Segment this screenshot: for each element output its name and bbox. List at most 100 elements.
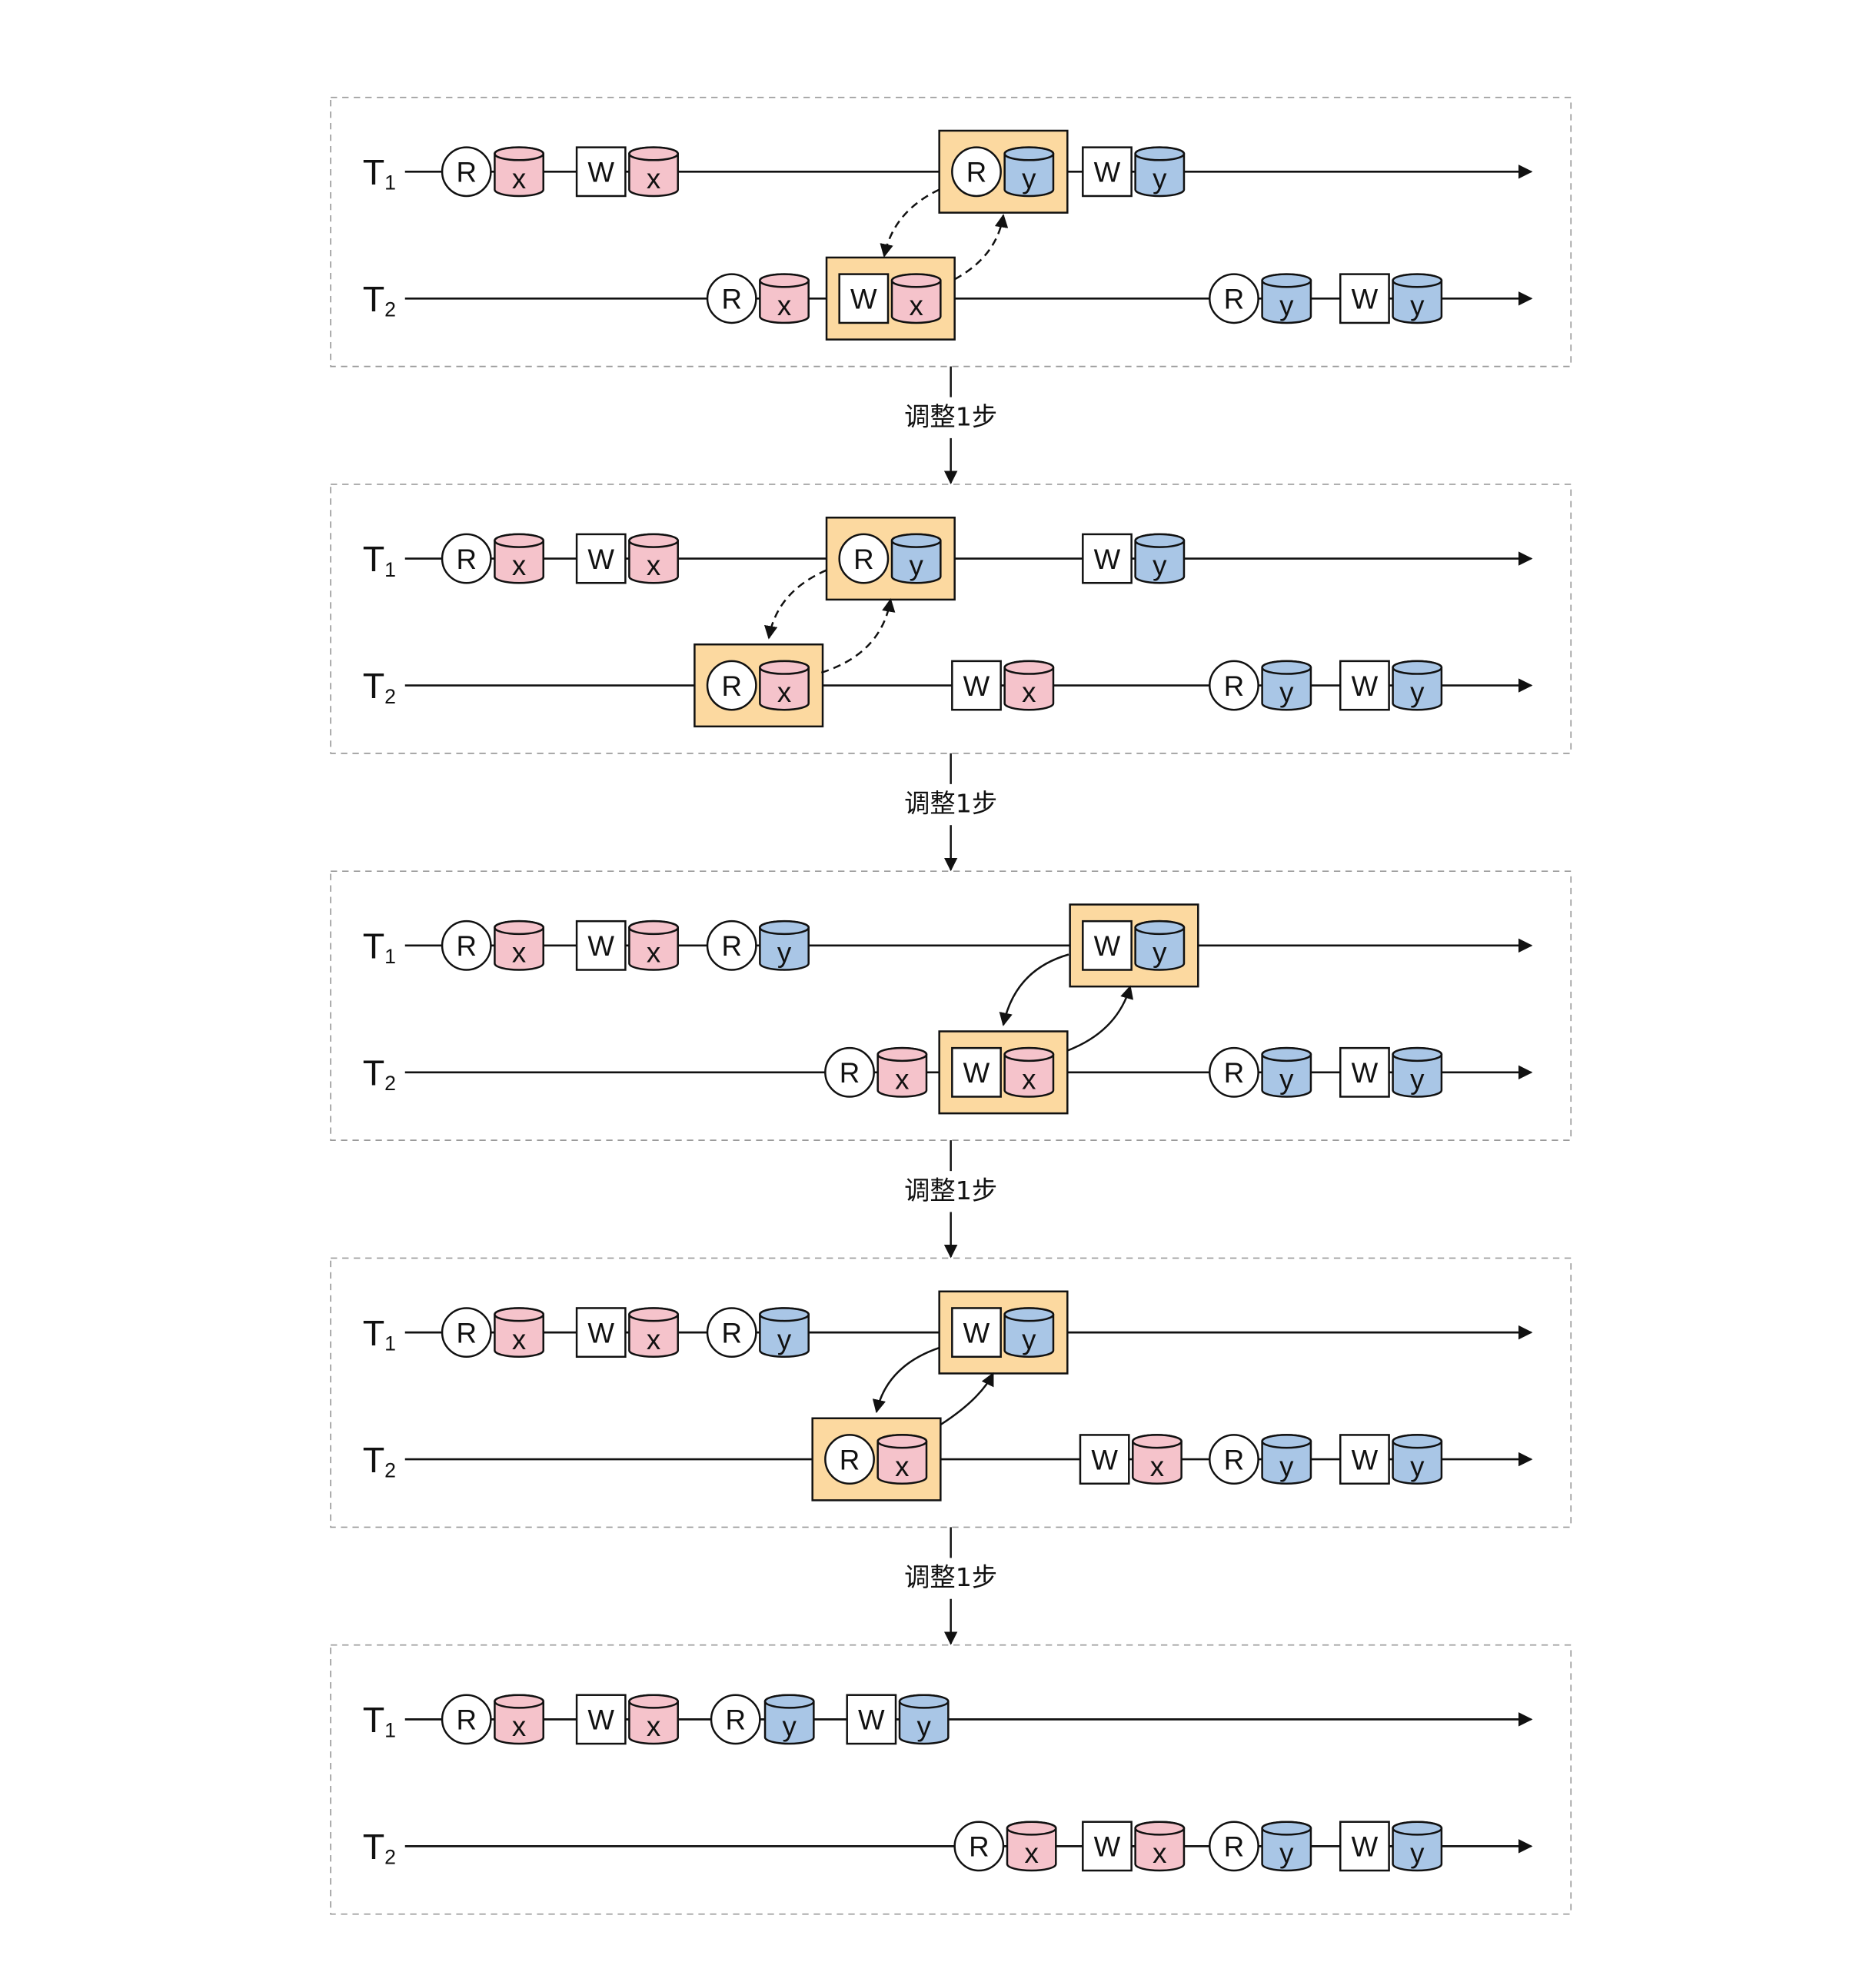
read-circle	[441, 146, 492, 198]
track-label-name: T	[363, 926, 384, 966]
write-square	[951, 1307, 1002, 1358]
operation-label: W	[587, 157, 614, 188]
operation-label: W	[1094, 930, 1121, 962]
cylinder-top	[1003, 146, 1055, 161]
operation-label: W	[1094, 544, 1121, 575]
step-transition: 调整1步	[896, 366, 1005, 485]
data-item-label: x	[512, 550, 526, 581]
data-item-label: y	[783, 1711, 797, 1742]
read-circle	[1209, 1046, 1259, 1098]
track-label-subscript: 2	[384, 298, 396, 321]
write-square	[575, 1307, 627, 1358]
cylinder-top	[628, 146, 679, 161]
cylinder-top	[628, 1694, 679, 1709]
data-item-label: x	[512, 1711, 526, 1742]
data-item-label: x	[647, 1324, 660, 1355]
step-transition: 调整1步	[896, 1140, 1005, 1259]
data-item-label: x	[1022, 1063, 1036, 1095]
data-item-label: y	[1153, 550, 1167, 581]
operation-label: R	[1224, 284, 1244, 315]
panel-border	[330, 870, 1572, 1141]
data-item-label: y	[917, 1711, 932, 1742]
operation-label: W	[1352, 1057, 1379, 1089]
operation-label: W	[1091, 1444, 1118, 1475]
cylinder-top	[1392, 1046, 1443, 1062]
cylinder-top	[1392, 273, 1443, 288]
panel-border	[330, 1257, 1572, 1528]
operation-label: W	[850, 284, 877, 315]
step-label: 调整1步	[904, 401, 997, 431]
cylinder-top	[1134, 146, 1186, 161]
cylinder-top	[1261, 1821, 1312, 1836]
read-circle	[838, 533, 890, 584]
data-item-label: y	[1279, 290, 1294, 321]
cylinder-top	[1392, 660, 1443, 675]
data-item-label: y	[1410, 677, 1425, 708]
write-square	[1339, 1434, 1390, 1485]
step-label-bg	[896, 1173, 1005, 1207]
operation-label: W	[1352, 1444, 1379, 1475]
data-item-label: y	[910, 550, 924, 581]
data-item-label: y	[1410, 1063, 1425, 1095]
cylinder-top	[1006, 1821, 1057, 1836]
operation-label: R	[721, 284, 741, 315]
cylinder-top	[494, 533, 544, 548]
cylinder-top	[494, 1307, 544, 1322]
cylinder-top	[628, 533, 679, 548]
write-square	[575, 920, 627, 971]
cylinder-top	[1134, 920, 1186, 936]
track-label-subscript: 1	[384, 1719, 396, 1742]
operation-label: W	[1094, 1831, 1121, 1863]
data-item-label: y	[1410, 290, 1425, 321]
cylinder-top	[759, 920, 810, 936]
cylinder-top	[1261, 1046, 1312, 1062]
operation-label: R	[1224, 1444, 1244, 1475]
track-label-name: T	[363, 279, 384, 319]
panel-border	[330, 1644, 1572, 1915]
step-label-bg	[896, 1560, 1005, 1595]
operation-label: R	[721, 1317, 741, 1348]
write-square	[1339, 1046, 1390, 1098]
track-label-subscript: 1	[384, 945, 396, 968]
data-item-label: x	[647, 163, 660, 195]
operation-label: W	[963, 1317, 990, 1348]
cylinder-top	[898, 1694, 950, 1709]
cylinder-top	[1261, 273, 1312, 288]
data-item-label: y	[1279, 1063, 1294, 1095]
write-square	[575, 1694, 627, 1745]
step-transition: 调整1步	[896, 1527, 1005, 1645]
data-item-label: x	[777, 290, 791, 321]
panel-border	[330, 484, 1572, 754]
track-label-subscript: 1	[384, 558, 396, 581]
step-label: 调整1步	[904, 789, 997, 819]
track-label-name: T	[363, 152, 384, 192]
data-item-label: x	[512, 163, 526, 195]
operation-label: R	[1224, 1831, 1244, 1863]
cylinder-top	[628, 920, 679, 936]
